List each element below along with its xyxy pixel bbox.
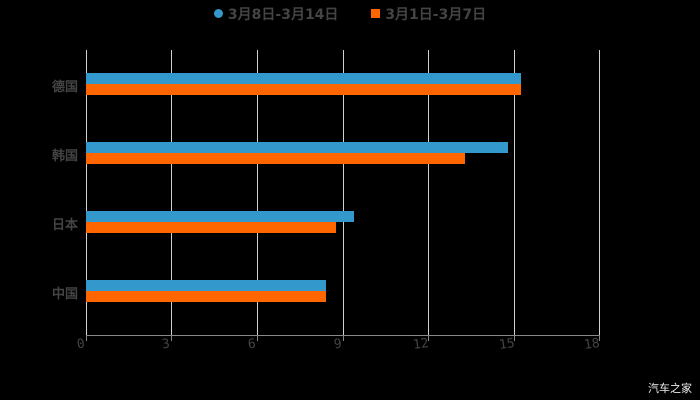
bar-germany-series1[interactable]	[86, 73, 521, 84]
gridline	[257, 50, 258, 335]
plot-area	[86, 50, 600, 335]
x-tick	[428, 335, 429, 341]
gridline	[171, 50, 172, 335]
x-tick-label: 3	[160, 336, 171, 353]
x-tick	[343, 335, 344, 341]
x-tick	[171, 335, 172, 341]
category-label: 日本	[51, 218, 78, 233]
x-tick	[599, 335, 600, 341]
x-tick-label: 6	[246, 336, 257, 353]
x-tick	[514, 335, 515, 341]
gridline	[599, 50, 600, 335]
x-tick-label: 0	[75, 336, 86, 353]
x-tick-label: 9	[332, 336, 343, 353]
bar-china-series1[interactable]	[86, 280, 326, 291]
bar-korea-series1[interactable]	[86, 142, 508, 153]
gridline	[514, 50, 515, 335]
gridline	[86, 50, 87, 335]
legend-label: 3月8日-3月14日	[227, 7, 339, 23]
legend-label: 3月1日-3月7日	[385, 7, 487, 23]
legend-item-series2[interactable]: 3月1日-3月7日	[371, 4, 486, 24]
bar-germany-series2[interactable]	[86, 84, 521, 95]
bar-japan-series2[interactable]	[86, 222, 336, 233]
bar-japan-series1[interactable]	[86, 211, 354, 222]
watermark: 汽车之家	[648, 382, 692, 395]
x-tick-label: 12	[412, 335, 430, 354]
gridline	[343, 50, 344, 335]
category-label: 韩国	[51, 149, 78, 164]
bar-korea-series2[interactable]	[86, 153, 465, 164]
circle-marker-icon	[213, 9, 223, 18]
square-marker-icon	[371, 9, 381, 18]
x-tick-label: 15	[498, 335, 516, 354]
x-tick	[257, 335, 258, 341]
bar-china-series2[interactable]	[86, 291, 326, 302]
chart-legend: 3月8日-3月14日 3月1日-3月7日	[0, 4, 700, 24]
x-tick	[86, 335, 87, 341]
x-tick-label: 18	[583, 335, 601, 354]
gridline	[428, 50, 429, 335]
category-label: 中国	[51, 287, 78, 302]
category-label: 德国	[51, 80, 78, 95]
legend-item-series1[interactable]: 3月8日-3月14日	[213, 4, 339, 24]
